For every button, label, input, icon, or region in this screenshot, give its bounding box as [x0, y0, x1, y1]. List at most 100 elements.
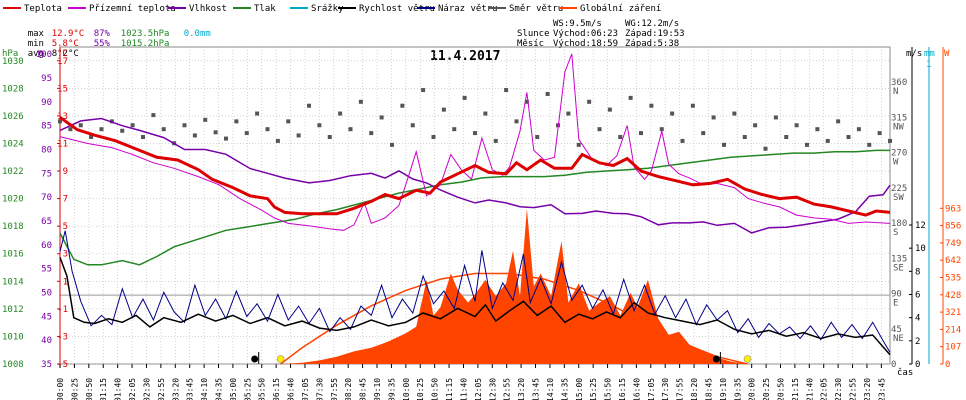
legend-swatch: [488, 6, 506, 9]
ms-tick-label: 4: [915, 314, 920, 324]
wind-direction-point: [473, 131, 477, 136]
x-tick-label: 17:05: [647, 378, 656, 400]
wind-direction-point: [836, 119, 841, 124]
wind-gust-info: WG:12.2m/s: [625, 19, 680, 29]
sun-rise: Východ:06:23: [553, 29, 619, 39]
sun-set: Západ:19:53: [625, 29, 685, 39]
legend-label: Rychlost větru: [359, 4, 435, 14]
sunset-marker: [743, 355, 752, 363]
wind-direction-point: [784, 135, 789, 140]
wind-direction-point: [659, 127, 664, 132]
wind-direction-point: [805, 142, 809, 147]
legend-label: Globální záření: [580, 4, 662, 14]
sun-label: Slunce: [517, 29, 550, 39]
wind-direction-point: [120, 128, 125, 133]
wind-direction-point: [701, 131, 706, 136]
temp-tick-label: 13: [57, 112, 68, 122]
wind-direction-point: [431, 135, 436, 140]
wind-direction-point: [244, 131, 249, 136]
wind-direction-point: [732, 111, 737, 116]
stats-max-rain: 0.0mm: [183, 29, 211, 39]
x-tick-label: 18:20: [690, 378, 699, 400]
x-tick-label: 15:50: [604, 378, 613, 400]
wind-direction-point: [742, 135, 747, 140]
wind-direction-point: [763, 146, 768, 151]
ms-tick-label: 0: [915, 360, 920, 370]
pct-tick-label: 45: [41, 312, 52, 322]
x-tick-label: 05:25: [243, 378, 252, 400]
wind-direction-point: [587, 99, 592, 104]
x-tick-label: 04:35: [215, 378, 224, 400]
wind-direction-point: [192, 133, 197, 138]
chart-legend: Teplota Přízemní teplota Vlhkost Tlak Srážky…: [0, 0, 966, 17]
dir-tick-label: 225: [891, 184, 907, 194]
ms-tick-label: 6: [915, 291, 920, 301]
humidity-line: [59, 117, 891, 234]
wind-direction-point: [680, 138, 685, 143]
dir-tick-label: 0: [891, 360, 896, 370]
x-tick-label: 17:30: [661, 378, 670, 400]
wind-direction-point: [410, 123, 415, 128]
temp-axis-unit: °C: [57, 49, 68, 59]
wind-direction-point: [773, 115, 778, 120]
pct-tick-label: 55: [41, 265, 52, 275]
x-tick-label: 19:35: [733, 378, 742, 400]
x-tick-label: 00:50: [85, 378, 94, 400]
wind-direction-point: [524, 99, 529, 104]
wind-direction-point: [286, 119, 291, 124]
x-tick-label: 01:15: [99, 378, 108, 400]
wind-direction-point: [483, 111, 488, 116]
x-tick-label: 10:00: [402, 378, 411, 400]
wind-direction-point: [566, 111, 571, 116]
wind-direction-point: [161, 127, 166, 132]
wind-direction-point: [877, 131, 882, 136]
legend-item-2: Vlhkost: [168, 3, 227, 15]
mm-axis-unit: mm: [924, 49, 935, 59]
wm-tick-label: 642: [945, 256, 961, 266]
legend-item-8: Globální záření: [559, 3, 661, 15]
radiation-area: [280, 208, 748, 364]
wm-tick-label: 321: [945, 308, 961, 318]
wind-direction-point: [182, 123, 187, 128]
x-tick-label: 20:50: [776, 378, 785, 400]
hpa-tick-label: 1020: [2, 195, 24, 205]
wind-direction-point: [618, 135, 623, 140]
stats-min-row: min 5.8°C 55% 1015.2hPa: [6, 29, 170, 59]
x-tick-label: 20:25: [762, 378, 771, 400]
x-tick-label: 22:05: [820, 378, 829, 400]
wind-direction-point: [722, 142, 726, 147]
wind-direction-point: [815, 127, 820, 132]
x-tick-label: 11:40: [459, 378, 468, 400]
x-tick-label: 11:15: [445, 378, 454, 400]
hpa-tick-label: 1008: [2, 360, 24, 370]
ground-temperature-line: [59, 53, 891, 231]
x-tick-label: 04:10: [200, 378, 209, 400]
x-tick-label: 02:05: [128, 378, 137, 400]
wind-direction-point: [493, 138, 498, 143]
wind-direction-point: [462, 95, 467, 100]
wind-direction-point: [307, 103, 311, 108]
legend-swatch: [417, 6, 435, 9]
x-tick-label: 00:00: [56, 378, 65, 400]
x-tick-label: 07:05: [301, 378, 310, 400]
wm-tick-label: 107: [945, 343, 961, 353]
x-tick-label: 14:35: [560, 378, 569, 400]
pct-tick-label: 95: [41, 74, 52, 84]
x-tick-label: 07:30: [315, 378, 324, 400]
x-tick-label: 05:00: [229, 378, 238, 400]
stats-avg-row: avg 8.2°C: [6, 39, 79, 69]
temp-tick-label: 7: [63, 195, 68, 205]
wind-direction-point: [317, 123, 322, 128]
x-tick-label: 09:35: [387, 378, 396, 400]
temp-tick-label: 17: [57, 57, 68, 67]
wind-direction-point: [639, 131, 643, 136]
wind-direction-point: [99, 127, 104, 132]
wind-direction-point: [275, 138, 280, 143]
pct-tick-label: 75: [41, 169, 52, 179]
hpa-tick-label: 1022: [2, 167, 24, 177]
wind-direction-point: [296, 133, 301, 138]
dir-tick-compass: NE: [893, 334, 904, 344]
x-tick-label: 06:15: [272, 378, 281, 400]
x-tick-label: 15:00: [575, 378, 584, 400]
